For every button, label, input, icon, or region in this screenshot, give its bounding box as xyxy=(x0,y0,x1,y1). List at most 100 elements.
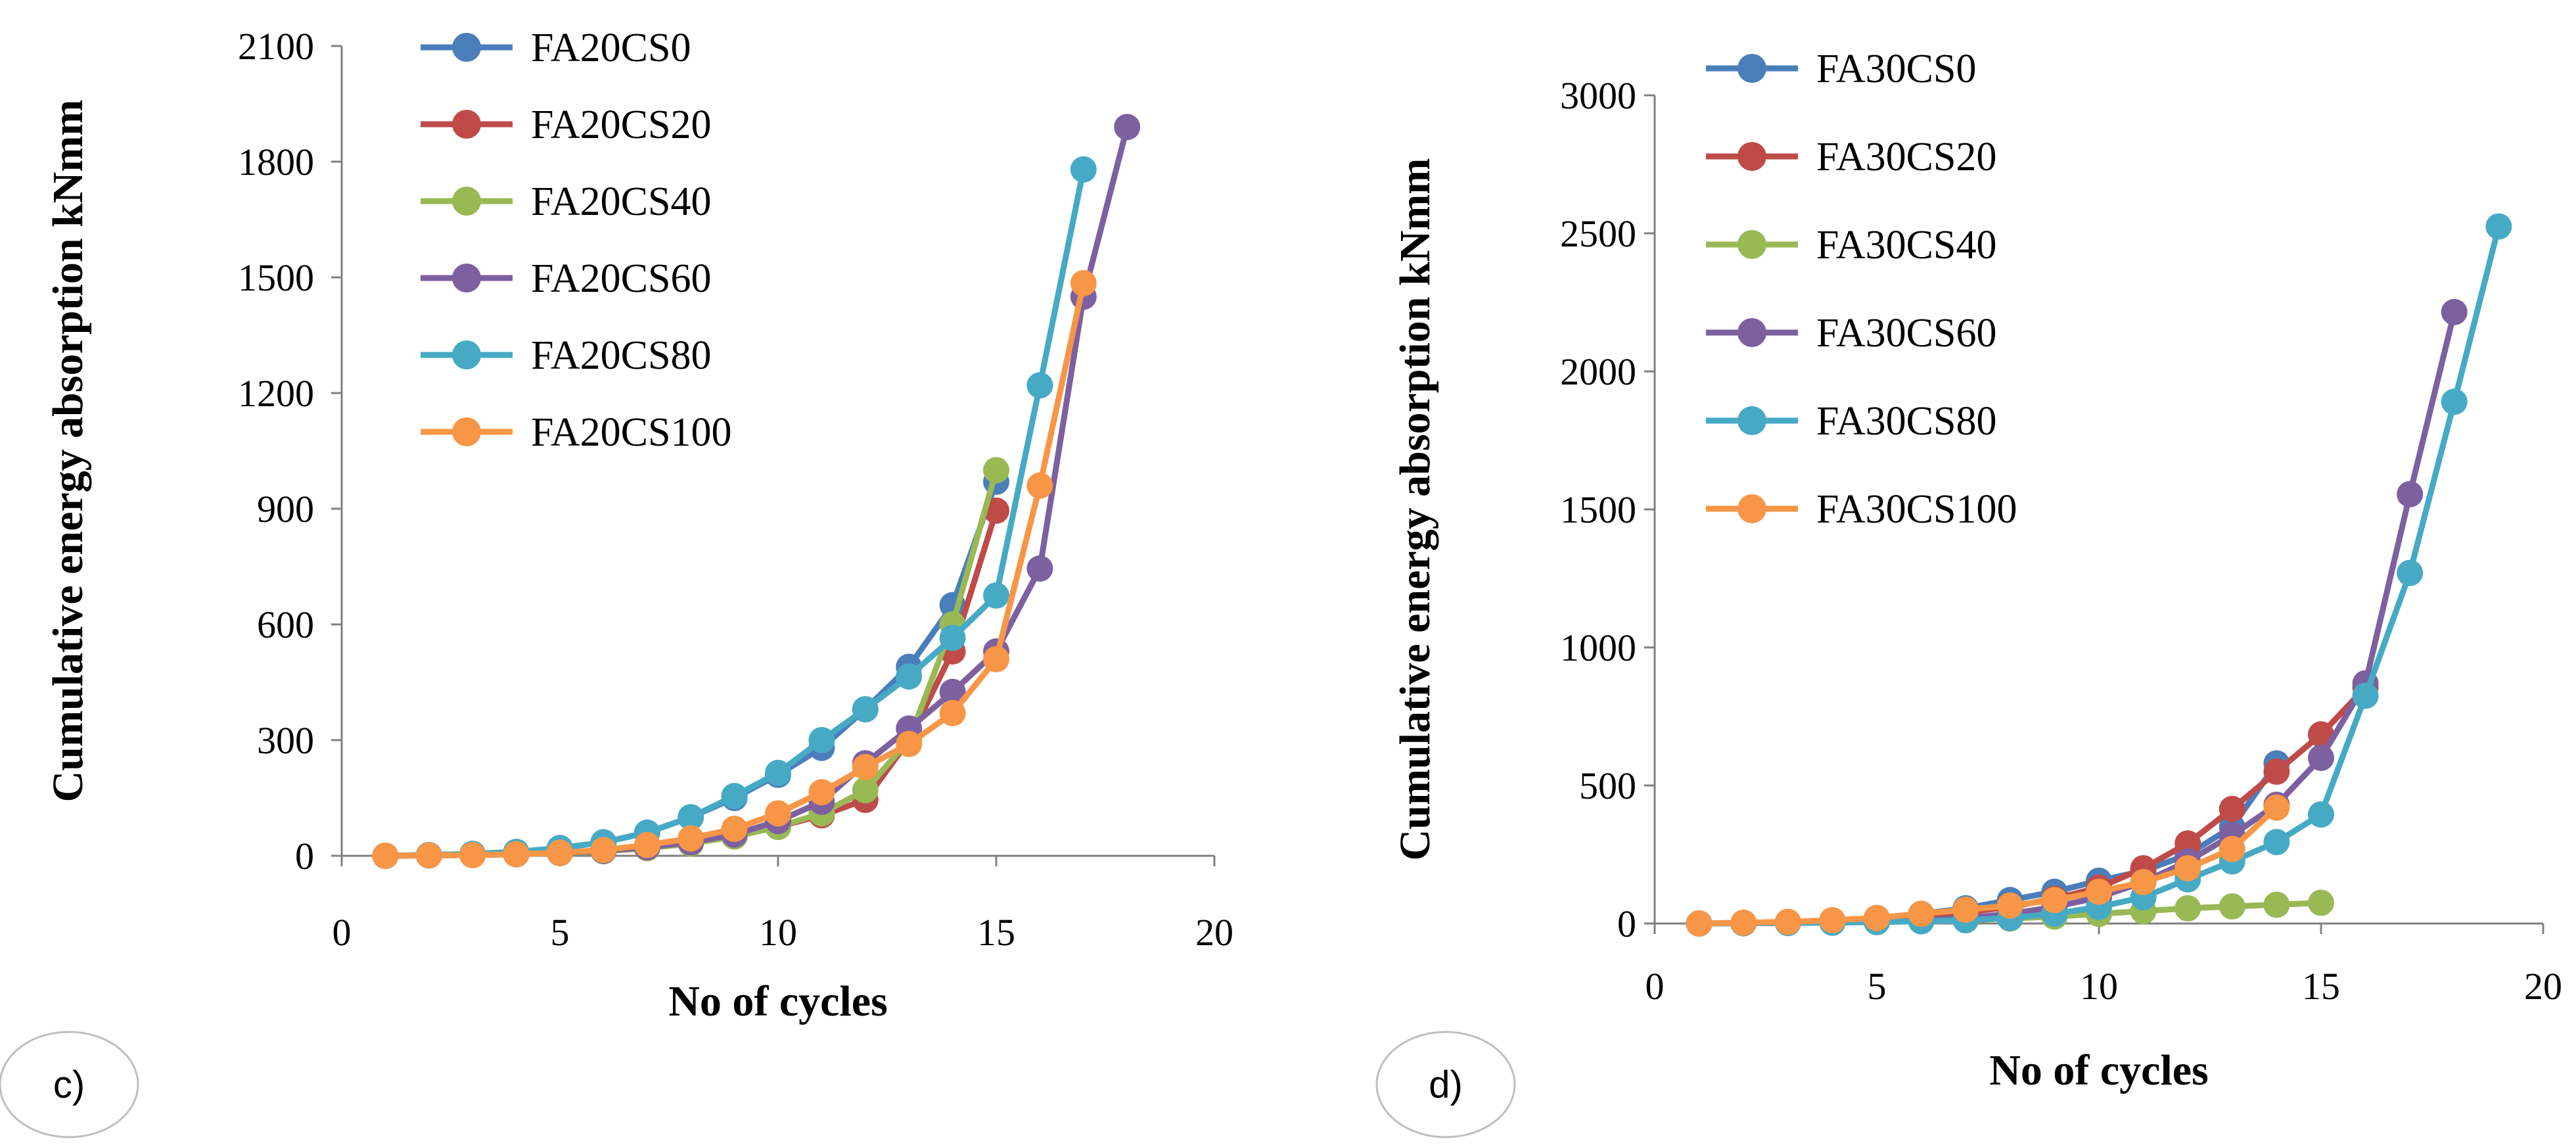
x-axis-title: No of cycles xyxy=(1989,1046,2209,1094)
data-point xyxy=(2441,298,2468,325)
data-point xyxy=(721,783,748,810)
legend-marker xyxy=(452,340,481,369)
legend-label: FA30CS40 xyxy=(1816,223,1997,268)
x-tick-label: 20 xyxy=(2524,965,2562,1008)
data-point xyxy=(2308,721,2334,748)
x-tick-label: 15 xyxy=(2302,965,2340,1008)
y-tick-label: 2500 xyxy=(1560,212,1636,255)
y-tick-label: 2100 xyxy=(238,25,314,68)
legend-marker xyxy=(1737,230,1766,259)
data-point xyxy=(415,842,442,869)
legend-label: FA30CS60 xyxy=(1816,311,1997,356)
legend-label: FA30CS0 xyxy=(1816,47,1977,91)
data-point xyxy=(678,825,704,852)
data-point xyxy=(633,831,660,858)
data-point xyxy=(808,727,835,753)
data-point xyxy=(765,800,791,827)
legend-marker xyxy=(1737,318,1766,347)
data-point xyxy=(765,759,791,786)
y-axis-title: Cumulative energy absorption kNmm xyxy=(1391,158,1439,861)
data-point xyxy=(1686,910,1713,937)
legend-entry: FA20CS60 xyxy=(421,256,712,301)
legend-entry: FA20CS100 xyxy=(421,410,732,455)
legend-label: FA20CS100 xyxy=(531,410,732,455)
x-tick-label: 15 xyxy=(977,911,1015,954)
legend-entry: FA30CS0 xyxy=(1706,47,1977,91)
data-point xyxy=(721,815,748,842)
data-point xyxy=(2263,794,2290,821)
data-point xyxy=(547,839,573,866)
y-tick-label: 600 xyxy=(257,603,314,646)
x-axis-title: No of cycles xyxy=(668,977,888,1025)
legend-label: FA20CS40 xyxy=(531,179,712,224)
data-point xyxy=(2308,889,2334,916)
chart-panel-c: 0 300 600 900 1200 1500 1800 2100 0 5 10 15 20 No of … xyxy=(0,25,1233,1138)
panel-label: c) xyxy=(53,1063,85,1106)
data-point xyxy=(678,804,704,831)
data-point xyxy=(2308,745,2334,771)
data-point xyxy=(2441,388,2468,415)
x-tick-label: 20 xyxy=(1195,911,1233,954)
data-point xyxy=(2397,559,2424,586)
legend-entry: FA20CS80 xyxy=(421,333,712,378)
legend-entry: FA30CS80 xyxy=(1706,399,1997,444)
y-tick-label: 900 xyxy=(257,488,314,530)
x-tick-label: 10 xyxy=(2080,965,2118,1008)
data-point xyxy=(2352,682,2379,709)
legend-label: FA20CS20 xyxy=(531,103,712,147)
data-point xyxy=(1952,897,1979,923)
y-tick-label: 500 xyxy=(1579,764,1636,807)
y-tick-label: 2000 xyxy=(1560,350,1636,393)
data-point xyxy=(1819,906,1846,933)
legend-marker xyxy=(1737,494,1766,523)
x-tick-label: 5 xyxy=(551,911,570,954)
data-point xyxy=(2485,213,2512,240)
legend-label: FA30CS20 xyxy=(1816,135,1997,179)
y-tick-label: 1000 xyxy=(1560,626,1636,669)
legend-entry: FA20CS0 xyxy=(421,26,691,70)
legend-entry: FA20CS20 xyxy=(421,103,712,147)
series-FA30CS60 xyxy=(1686,298,2468,937)
data-point xyxy=(2174,895,2201,922)
data-point xyxy=(983,582,1009,609)
legend-entry: FA20CS40 xyxy=(421,179,712,224)
data-point xyxy=(2130,869,2157,895)
y-tick-label: 1200 xyxy=(238,372,314,415)
data-point xyxy=(2219,835,2245,862)
chart-panel-d: 0 500 1000 1500 2000 2500 3000 0 5 10 15 20 No of cy… xyxy=(1375,47,2562,1138)
legend-label: FA30CS100 xyxy=(1816,487,2017,532)
data-point xyxy=(2086,878,2112,905)
data-point xyxy=(503,841,530,868)
legend-label: FA20CS80 xyxy=(531,333,712,378)
legend-marker xyxy=(1737,406,1766,435)
y-tick-label: 1800 xyxy=(238,141,314,183)
panel-label-oval xyxy=(1375,1031,1516,1138)
legend-label: FA20CS60 xyxy=(531,256,712,301)
legend-marker xyxy=(452,417,481,446)
legend-marker xyxy=(1737,142,1766,171)
data-point xyxy=(852,777,879,804)
data-point xyxy=(2263,829,2290,856)
data-point xyxy=(1730,909,1757,936)
data-point xyxy=(1026,372,1053,399)
data-point xyxy=(1070,269,1097,296)
legend-marker xyxy=(1737,54,1766,83)
data-point xyxy=(852,754,879,781)
data-point xyxy=(2174,855,2201,881)
legend-entry: FA30CS20 xyxy=(1706,135,1997,179)
data-point xyxy=(983,645,1009,672)
data-point xyxy=(896,730,923,757)
series-line xyxy=(1696,309,2458,927)
data-point xyxy=(852,696,879,723)
data-point xyxy=(939,678,966,705)
y-axis-title: Cumulative energy absorption kNmm xyxy=(44,100,92,803)
y-tick-label: 3000 xyxy=(1560,74,1636,117)
legend-marker xyxy=(452,110,481,139)
data-point xyxy=(2041,887,2068,914)
series-FA20CS100 xyxy=(372,269,1097,869)
x-tick-label: 0 xyxy=(1645,965,1665,1008)
x-tick-label: 5 xyxy=(1868,965,1887,1008)
series-line xyxy=(382,166,1087,859)
legend-label: FA20CS0 xyxy=(531,26,691,70)
